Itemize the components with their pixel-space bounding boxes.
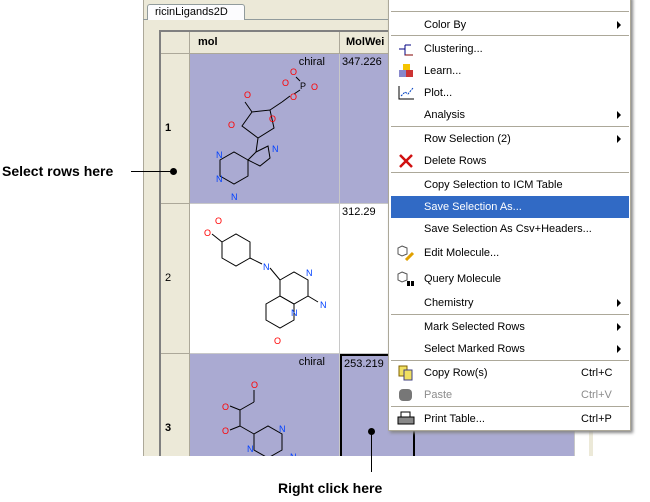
menu-separator bbox=[391, 172, 629, 173]
atom-n: N bbox=[216, 174, 223, 184]
chiral-label: chiral bbox=[298, 356, 325, 368]
paste-icon bbox=[399, 389, 412, 401]
atom-o: O bbox=[290, 92, 297, 102]
learn-icon bbox=[399, 64, 413, 77]
atom-n: N bbox=[247, 444, 254, 454]
menu-item-copy-rows[interactable]: Copy Row(s) Ctrl+C bbox=[391, 362, 629, 384]
submenu-arrow-icon bbox=[617, 323, 621, 331]
tab-ricinligands2d[interactable]: ricinLigands2D bbox=[147, 4, 245, 20]
column-header-molweight-label: MolWei bbox=[346, 36, 385, 48]
atom-n: N bbox=[290, 452, 297, 456]
annotation-line bbox=[371, 432, 372, 472]
menu-item-select-marked-rows[interactable]: Select Marked Rows bbox=[391, 338, 629, 360]
menu-item-chemistry[interactable]: Chemistry bbox=[391, 292, 629, 314]
menu-item-query-molecule[interactable]: Query Molecule bbox=[391, 268, 629, 290]
column-header-mol[interactable]: mol bbox=[190, 32, 340, 54]
annotation-line bbox=[131, 171, 173, 172]
atom-o: O bbox=[290, 67, 297, 77]
tab-divider bbox=[143, 19, 593, 20]
menu-separator bbox=[391, 126, 629, 127]
molecule-structure-1: O O O O O O O P N N N N bbox=[216, 67, 318, 202]
menu-item-row-selection[interactable]: Row Selection (2) bbox=[391, 128, 629, 150]
atom-o: O bbox=[222, 426, 229, 436]
atom-n: N bbox=[306, 268, 313, 278]
query-molecule-icon bbox=[397, 271, 414, 286]
edit-molecule-icon bbox=[397, 245, 415, 261]
mol-cell-1[interactable]: chiral O O O O O O O P N N bbox=[190, 54, 340, 204]
atom-o: O bbox=[311, 82, 318, 92]
menu-item-clustering[interactable]: Clustering... bbox=[391, 38, 629, 60]
atom-o: O bbox=[274, 336, 281, 346]
right-click-annotation: Right click here bbox=[278, 480, 383, 496]
menu-item-copy-selection-icm[interactable]: Copy Selection to ICM Table bbox=[424, 179, 563, 191]
atom-o: O bbox=[269, 114, 276, 124]
atom-o: O bbox=[215, 216, 222, 226]
menu-separator bbox=[391, 11, 629, 12]
menu-item-learn[interactable]: Learn... bbox=[391, 60, 629, 82]
atom-n: N bbox=[216, 150, 223, 160]
atom-o: O bbox=[244, 90, 251, 100]
annotation-dot bbox=[170, 168, 177, 175]
atom-n: N bbox=[272, 144, 279, 154]
menu-item-plot[interactable]: Plot... bbox=[391, 82, 629, 104]
atom-o: O bbox=[204, 228, 211, 238]
context-menu: Color By Clustering... Learn... Plot... … bbox=[388, 0, 631, 431]
atom-o: O bbox=[222, 402, 229, 412]
delete-icon bbox=[399, 154, 413, 168]
copy-icon bbox=[398, 365, 413, 381]
menu-item-save-selection-as[interactable]: Save Selection As... bbox=[391, 196, 629, 218]
row-header-2[interactable]: 2 bbox=[161, 204, 190, 354]
menu-separator bbox=[391, 35, 629, 36]
corner-header[interactable] bbox=[161, 32, 190, 54]
atom-o: O bbox=[282, 78, 289, 88]
submenu-arrow-icon bbox=[617, 135, 621, 143]
clustering-icon bbox=[399, 44, 413, 56]
atom-n: N bbox=[291, 308, 298, 318]
menu-item-save-selection-csv[interactable]: Save Selection As Csv+Headers... bbox=[424, 223, 592, 235]
row-header-1[interactable]: 1 bbox=[161, 54, 190, 204]
atom-n: N bbox=[279, 424, 286, 434]
menu-item-paste[interactable]: Paste Ctrl+V bbox=[391, 384, 629, 406]
annotation-dot bbox=[368, 428, 375, 435]
submenu-arrow-icon bbox=[617, 111, 621, 119]
atom-n: N bbox=[263, 262, 270, 272]
menu-separator bbox=[391, 360, 629, 361]
submenu-arrow-icon bbox=[617, 21, 621, 29]
menu-separator bbox=[391, 406, 629, 407]
menu-item-cut-off[interactable] bbox=[391, 0, 629, 11]
menu-item-edit-molecule[interactable]: Edit Molecule... bbox=[391, 242, 629, 264]
atom-o: O bbox=[251, 380, 258, 390]
atom-o: O bbox=[228, 120, 235, 130]
row-header-3[interactable]: 3 bbox=[161, 354, 190, 456]
molweight-value: 253.219 bbox=[344, 358, 384, 370]
molecule-structure-3: O O O N N N bbox=[222, 380, 297, 456]
menu-item-delete-rows[interactable]: Delete Rows bbox=[391, 150, 629, 172]
select-rows-annotation: Select rows here bbox=[2, 163, 114, 179]
submenu-arrow-icon bbox=[617, 299, 621, 307]
atom-n: N bbox=[231, 192, 238, 202]
atom-p: P bbox=[300, 81, 306, 91]
menu-separator bbox=[391, 314, 629, 315]
molweight-value: 347.226 bbox=[342, 56, 382, 68]
plot-icon bbox=[398, 86, 414, 100]
menu-item-mark-selected-rows[interactable]: Mark Selected Rows bbox=[391, 316, 629, 338]
mol-cell-3[interactable]: chiral O O O N N N bbox=[190, 354, 340, 456]
atom-n: N bbox=[320, 300, 327, 310]
menu-item-analysis[interactable]: Analysis bbox=[391, 104, 629, 126]
print-icon bbox=[397, 411, 415, 425]
molweight-value: 312.29 bbox=[342, 206, 376, 218]
menu-item-color-by[interactable]: Color By bbox=[391, 14, 629, 36]
submenu-arrow-icon bbox=[617, 345, 621, 353]
menu-item-print-table[interactable]: Print Table... Ctrl+P bbox=[391, 408, 629, 430]
chiral-label: chiral bbox=[298, 56, 325, 68]
